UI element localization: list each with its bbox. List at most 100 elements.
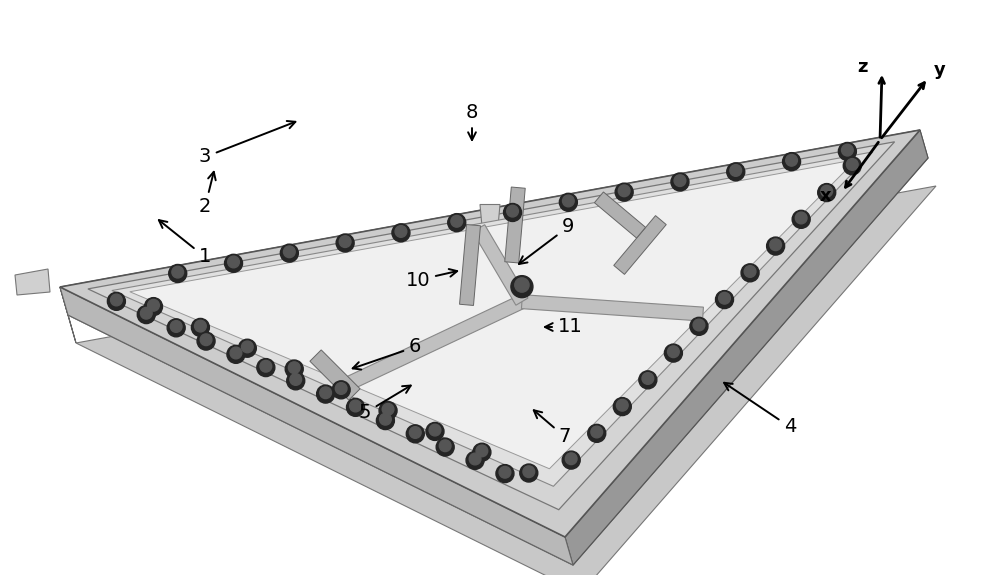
Circle shape: [727, 163, 745, 181]
Circle shape: [846, 159, 858, 170]
Circle shape: [287, 372, 305, 390]
Circle shape: [107, 292, 125, 311]
Circle shape: [616, 400, 628, 411]
Circle shape: [332, 381, 350, 399]
Circle shape: [469, 453, 481, 465]
Polygon shape: [345, 296, 525, 390]
Text: 1: 1: [159, 220, 211, 266]
Polygon shape: [15, 269, 50, 295]
Polygon shape: [130, 159, 857, 469]
Circle shape: [642, 373, 654, 384]
Circle shape: [795, 212, 807, 224]
Text: 2: 2: [199, 172, 216, 217]
Circle shape: [476, 445, 488, 457]
Polygon shape: [88, 142, 895, 509]
Circle shape: [668, 346, 679, 358]
Circle shape: [559, 193, 577, 211]
Circle shape: [565, 453, 577, 465]
Circle shape: [730, 164, 742, 177]
Circle shape: [618, 185, 630, 197]
Text: 3: 3: [199, 121, 295, 167]
Circle shape: [429, 424, 441, 436]
Circle shape: [792, 210, 810, 228]
Circle shape: [741, 264, 759, 282]
Polygon shape: [60, 287, 573, 565]
Circle shape: [238, 339, 256, 357]
Text: 6: 6: [353, 338, 421, 370]
Text: 4: 4: [724, 383, 796, 436]
Circle shape: [496, 465, 514, 482]
Polygon shape: [594, 192, 646, 238]
Polygon shape: [60, 287, 76, 343]
Circle shape: [257, 359, 275, 377]
Circle shape: [426, 423, 444, 440]
Circle shape: [511, 275, 533, 298]
Text: 8: 8: [466, 104, 478, 140]
Circle shape: [228, 256, 239, 268]
Circle shape: [613, 397, 631, 416]
Circle shape: [451, 216, 463, 227]
Circle shape: [191, 319, 209, 336]
Circle shape: [140, 308, 152, 319]
Circle shape: [148, 300, 159, 311]
Circle shape: [693, 319, 705, 331]
Polygon shape: [310, 350, 360, 400]
Circle shape: [395, 225, 407, 237]
Polygon shape: [480, 205, 500, 227]
Circle shape: [336, 234, 354, 252]
Circle shape: [439, 440, 451, 451]
Circle shape: [591, 426, 603, 438]
Circle shape: [409, 427, 421, 438]
Polygon shape: [60, 130, 920, 537]
Circle shape: [195, 320, 206, 332]
Circle shape: [719, 292, 730, 304]
Text: y: y: [934, 61, 946, 79]
Polygon shape: [505, 187, 525, 263]
Polygon shape: [473, 225, 528, 305]
Circle shape: [838, 143, 856, 160]
Circle shape: [339, 236, 351, 247]
Circle shape: [507, 205, 518, 217]
Circle shape: [843, 157, 861, 175]
Circle shape: [283, 246, 295, 258]
Circle shape: [260, 361, 272, 372]
Circle shape: [144, 298, 162, 316]
Circle shape: [285, 360, 303, 378]
Text: 7: 7: [534, 410, 571, 447]
Circle shape: [499, 466, 511, 478]
Text: 10: 10: [406, 269, 457, 289]
Circle shape: [406, 425, 424, 443]
Circle shape: [172, 266, 184, 278]
Circle shape: [230, 347, 242, 359]
Polygon shape: [521, 294, 703, 321]
Circle shape: [520, 464, 538, 482]
Circle shape: [639, 371, 657, 389]
Circle shape: [111, 294, 122, 306]
Circle shape: [225, 254, 243, 273]
Circle shape: [515, 278, 529, 292]
Polygon shape: [565, 130, 928, 565]
Text: 9: 9: [519, 217, 574, 264]
Circle shape: [562, 195, 574, 207]
Polygon shape: [68, 158, 928, 565]
Circle shape: [200, 334, 212, 346]
Circle shape: [137, 305, 155, 324]
Circle shape: [473, 443, 491, 461]
Circle shape: [466, 451, 484, 469]
Circle shape: [842, 144, 853, 156]
Circle shape: [335, 382, 347, 394]
Circle shape: [448, 214, 466, 232]
Circle shape: [382, 404, 394, 415]
Circle shape: [169, 264, 187, 282]
Circle shape: [350, 400, 361, 412]
Circle shape: [392, 224, 410, 242]
Polygon shape: [76, 186, 936, 575]
Text: x: x: [820, 187, 832, 205]
Text: 11: 11: [545, 317, 582, 336]
Circle shape: [288, 362, 300, 374]
Circle shape: [674, 175, 686, 186]
Circle shape: [347, 398, 365, 416]
Polygon shape: [460, 225, 480, 305]
Circle shape: [664, 344, 682, 362]
Polygon shape: [112, 152, 873, 486]
